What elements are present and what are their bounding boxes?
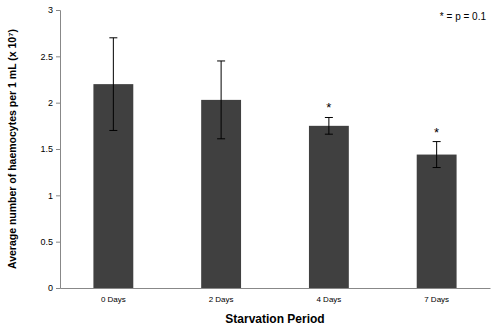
y-tick-label: 2 (48, 98, 53, 108)
y-tick: 1 (48, 191, 60, 201)
y-tick: 1.5 (40, 144, 60, 154)
y-axis: 0 0.5 1 1.5 2 2.5 3 (40, 5, 60, 293)
y-axis-title: Average number of haemocytes per 1 mL (x… (6, 29, 18, 269)
x-tick-label: 7 Days (424, 295, 449, 304)
x-tick-label: 4 Days (316, 295, 341, 304)
y-tick-mark (56, 195, 60, 196)
y-tick: 0.5 (40, 237, 60, 247)
bar (309, 126, 349, 288)
error-bar-cap (217, 60, 225, 61)
y-tick: 2 (48, 98, 60, 108)
x-tick: 2 Days (209, 295, 234, 304)
x-tick: 7 Days (424, 295, 449, 304)
y-axis-line (56, 11, 61, 289)
error-bar-cap (325, 117, 333, 118)
y-tick: 0 (48, 283, 60, 293)
chart: 0 0.5 1 1.5 2 2.5 3 0 Days 2 Days 4 Days 7 Days * * S… (0, 0, 500, 329)
significance-marker: * (326, 100, 331, 115)
bar (417, 155, 457, 288)
y-tick-mark (56, 56, 60, 57)
error-bar-stem (221, 61, 222, 139)
y-tick-label: 3 (48, 5, 53, 15)
error-bar-cap (433, 167, 441, 168)
error-bar-cap (109, 37, 117, 38)
significance-marker: * (434, 125, 439, 140)
error-bar-stem (113, 38, 114, 131)
error-bar (433, 142, 441, 168)
y-tick: 2.5 (40, 52, 60, 62)
error-bar-cap (433, 141, 441, 142)
error-bar-cap (109, 130, 117, 131)
y-tick-label: 2.5 (40, 52, 53, 62)
y-tick-label: 0 (48, 283, 53, 293)
y-tick-mark (56, 10, 60, 11)
y-tick: 3 (48, 5, 60, 15)
y-tick-label: 1 (48, 191, 53, 201)
y-tick-mark (56, 149, 60, 150)
x-axis-title: Starvation Period (225, 312, 324, 326)
y-tick-mark (56, 103, 60, 104)
annotation: * = p = 0.1 (440, 11, 487, 22)
x-tick: 0 Days (101, 295, 126, 304)
error-bar (325, 117, 333, 134)
error-bar (109, 38, 117, 131)
error-bar-stem (328, 117, 329, 134)
x-tick: 4 Days (316, 295, 341, 304)
y-tick-mark (56, 242, 60, 243)
plot: 0 0.5 1 1.5 2 2.5 3 0 Days 2 Days 4 Days 7 Days * * (40, 5, 490, 303)
error-bar-cap (325, 134, 333, 135)
x-tick-label: 0 Days (101, 295, 126, 304)
x-tick-label: 2 Days (209, 295, 234, 304)
error-bar-stem (436, 142, 437, 168)
x-axis-line (61, 288, 491, 289)
y-tick-label: 1.5 (40, 144, 53, 154)
error-bar (217, 61, 225, 139)
x-axis: 0 Days 2 Days 4 Days 7 Days (61, 289, 491, 304)
error-bar-cap (217, 138, 225, 139)
y-tick-mark (56, 288, 60, 289)
y-tick-label: 0.5 (40, 237, 53, 247)
bars (93, 38, 456, 288)
